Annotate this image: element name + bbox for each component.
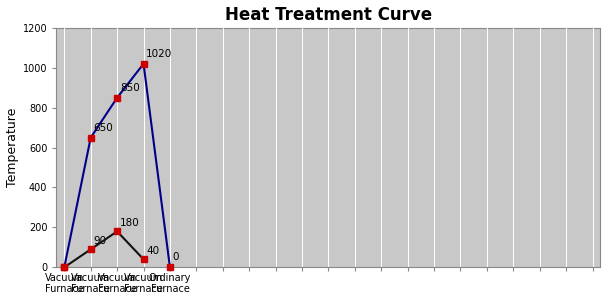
Text: 850: 850 [120, 83, 139, 93]
Y-axis label: Temperature: Temperature [5, 108, 19, 187]
Title: Heat Treatment Curve: Heat Treatment Curve [225, 6, 432, 24]
Text: 1020: 1020 [146, 49, 173, 59]
Text: 40: 40 [146, 246, 159, 256]
Text: 650: 650 [93, 123, 113, 133]
Text: 0: 0 [173, 252, 179, 262]
Text: 90: 90 [93, 236, 107, 246]
Text: 180: 180 [120, 218, 139, 228]
